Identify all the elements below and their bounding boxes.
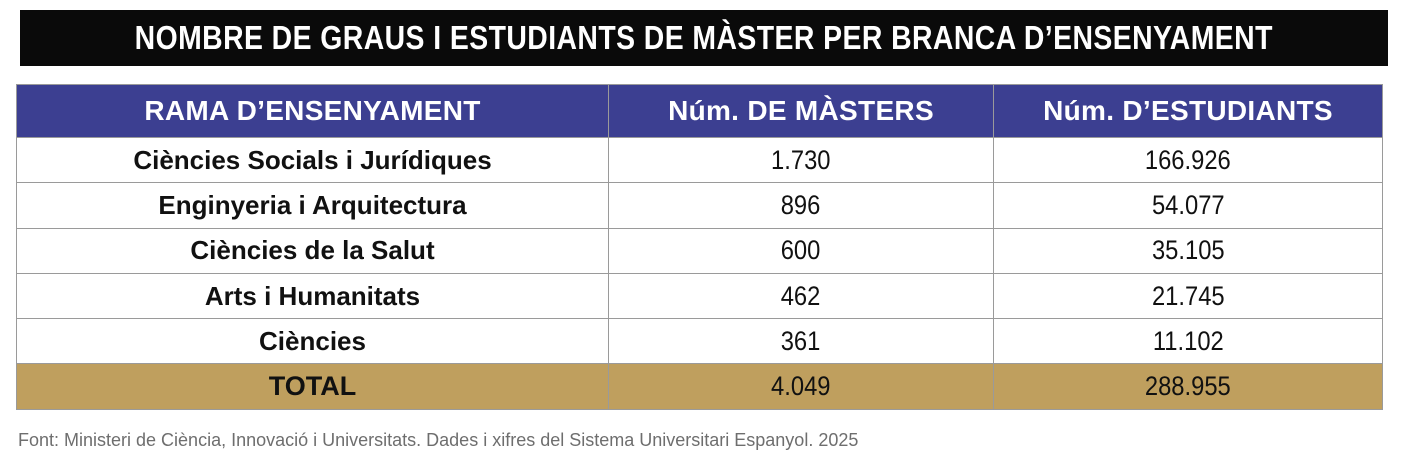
masters-value: 896 bbox=[781, 189, 821, 220]
branch-cell: Enginyeria i Arquitectura bbox=[16, 182, 609, 229]
table-row: Ciències Socials i Jurídiques 1.730 166.… bbox=[16, 136, 1383, 184]
branch-cell: Ciències Socials i Jurídiques bbox=[16, 136, 609, 184]
total-masters-cell: 4.049 bbox=[608, 363, 994, 410]
branch-cell: Ciències de la Salut bbox=[16, 227, 609, 274]
column-header-branch: RAMA D’ENSENYAMENT bbox=[16, 84, 609, 138]
total-label-cell: TOTAL bbox=[16, 363, 609, 410]
students-cell: 54.077 bbox=[993, 182, 1383, 229]
students-cell: 35.105 bbox=[993, 227, 1383, 274]
table-row: Enginyeria i Arquitectura 896 54.077 bbox=[16, 182, 1383, 229]
students-value: 35.105 bbox=[1151, 235, 1225, 266]
total-students-cell: 288.955 bbox=[993, 363, 1383, 410]
table-row: Arts i Humanitats 462 21.745 bbox=[16, 272, 1383, 320]
students-value: 166.926 bbox=[1145, 144, 1231, 175]
branch-cell: Arts i Humanitats bbox=[16, 272, 609, 320]
table-row: Ciències de la Salut 600 35.105 bbox=[16, 227, 1383, 274]
branch-cell: Ciències bbox=[16, 318, 609, 365]
masters-cell: 1.730 bbox=[608, 136, 994, 184]
students-value: 54.077 bbox=[1151, 189, 1225, 220]
masters-value: 1.730 bbox=[771, 144, 831, 175]
masters-value: 361 bbox=[781, 325, 821, 356]
column-header-masters: Núm. DE MÀSTERS bbox=[608, 84, 994, 138]
students-cell: 166.926 bbox=[993, 136, 1383, 184]
masters-cell: 600 bbox=[608, 227, 994, 274]
total-masters-value: 4.049 bbox=[771, 371, 831, 402]
header-row: RAMA D’ENSENYAMENT Núm. DE MÀSTERS Núm. … bbox=[16, 84, 1383, 138]
masters-value: 462 bbox=[781, 280, 821, 311]
masters-cell: 462 bbox=[608, 272, 994, 320]
table-title: NOMBRE DE GRAUS I ESTUDIANTS DE MÀSTER P… bbox=[134, 19, 1274, 56]
title-bar: NOMBRE DE GRAUS I ESTUDIANTS DE MÀSTER P… bbox=[20, 10, 1388, 66]
masters-value: 600 bbox=[781, 235, 821, 266]
table-row: Ciències 361 11.102 bbox=[16, 318, 1383, 365]
column-header-students: Núm. D’ESTUDIANTS bbox=[993, 84, 1383, 138]
masters-cell: 896 bbox=[608, 182, 994, 229]
students-value: 21.745 bbox=[1151, 280, 1225, 311]
total-row: TOTAL 4.049 288.955 bbox=[16, 363, 1383, 410]
students-cell: 11.102 bbox=[993, 318, 1383, 365]
total-students-value: 288.955 bbox=[1145, 371, 1231, 402]
source-note: Font: Ministeri de Ciència, Innovació i … bbox=[18, 430, 859, 450]
students-cell: 21.745 bbox=[993, 272, 1383, 320]
students-value: 11.102 bbox=[1152, 325, 1224, 356]
masters-cell: 361 bbox=[608, 318, 994, 365]
data-table: RAMA D’ENSENYAMENT Núm. DE MÀSTERS Núm. … bbox=[16, 84, 1383, 410]
